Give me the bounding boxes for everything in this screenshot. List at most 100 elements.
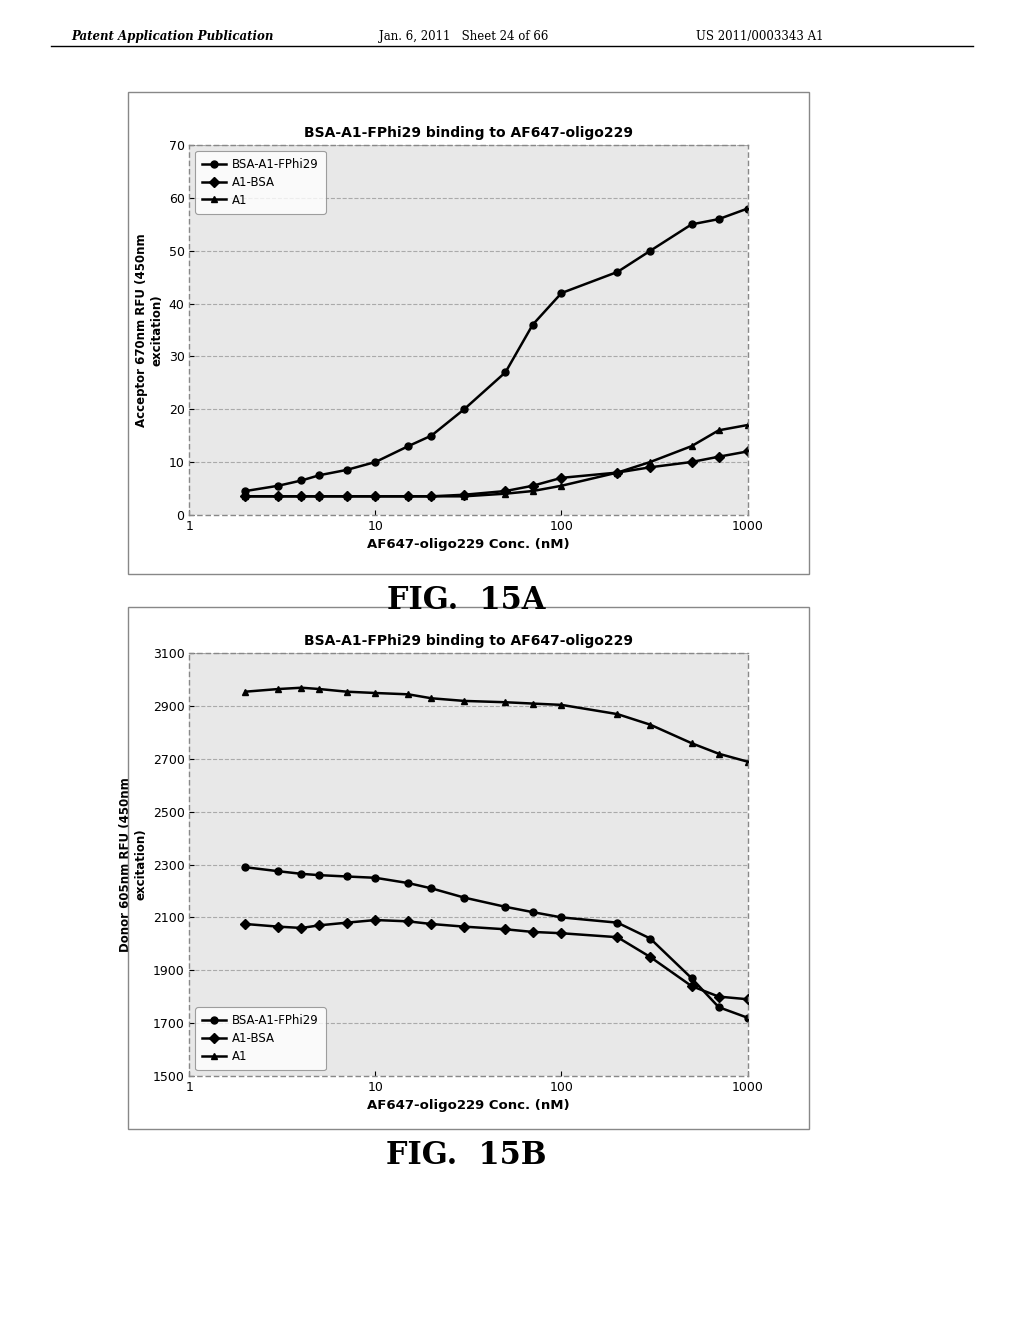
BSA-A1-FPhi29	[713, 999, 725, 1015]
BSA-A1-FPhi29	[644, 243, 656, 259]
A1	[370, 488, 382, 504]
A1-BSA	[611, 929, 624, 945]
BSA-A1-FPhi29	[685, 216, 697, 232]
A1	[458, 693, 470, 709]
A1	[644, 717, 656, 733]
A1-BSA	[644, 459, 656, 475]
BSA-A1-FPhi29	[713, 211, 725, 227]
Line: A1-BSA: A1-BSA	[242, 916, 751, 1003]
A1-BSA	[240, 916, 252, 932]
A1	[313, 488, 326, 504]
A1	[741, 417, 754, 433]
BSA-A1-FPhi29	[555, 909, 567, 925]
A1-BSA	[741, 444, 754, 459]
A1-BSA	[526, 478, 539, 494]
BSA-A1-FPhi29	[272, 863, 285, 879]
A1	[295, 680, 307, 696]
Line: BSA-A1-FPhi29: BSA-A1-FPhi29	[242, 205, 751, 495]
A1-BSA	[425, 916, 437, 932]
Text: US 2011/0003343 A1: US 2011/0003343 A1	[696, 30, 824, 44]
A1	[526, 483, 539, 499]
Text: FIG.  15A: FIG. 15A	[387, 585, 545, 616]
A1	[425, 488, 437, 504]
BSA-A1-FPhi29	[611, 264, 624, 280]
BSA-A1-FPhi29	[402, 438, 415, 454]
A1-BSA	[425, 488, 437, 504]
A1-BSA	[402, 488, 415, 504]
A1	[272, 681, 285, 697]
A1	[295, 488, 307, 504]
BSA-A1-FPhi29	[313, 467, 326, 483]
BSA-A1-FPhi29	[295, 473, 307, 488]
X-axis label: AF647-oligo229 Conc. (nM): AF647-oligo229 Conc. (nM)	[368, 539, 569, 552]
BSA-A1-FPhi29	[526, 317, 539, 333]
A1	[458, 488, 470, 504]
BSA-A1-FPhi29	[500, 364, 512, 380]
Title: BSA-A1-FPhi29 binding to AF647-oligo229: BSA-A1-FPhi29 binding to AF647-oligo229	[304, 125, 633, 140]
Y-axis label: Acceptor 670nm RFU (450nm
excitation): Acceptor 670nm RFU (450nm excitation)	[135, 234, 163, 426]
A1	[713, 422, 725, 438]
Title: BSA-A1-FPhi29 binding to AF647-oligo229: BSA-A1-FPhi29 binding to AF647-oligo229	[304, 634, 633, 648]
A1	[555, 697, 567, 713]
A1	[500, 486, 512, 502]
BSA-A1-FPhi29	[240, 859, 252, 875]
BSA-A1-FPhi29	[611, 915, 624, 931]
BSA-A1-FPhi29	[313, 867, 326, 883]
BSA-A1-FPhi29	[370, 870, 382, 886]
A1-BSA	[341, 488, 353, 504]
A1-BSA	[644, 949, 656, 965]
A1-BSA	[741, 991, 754, 1007]
A1-BSA	[500, 921, 512, 937]
BSA-A1-FPhi29	[295, 866, 307, 882]
Legend: BSA-A1-FPhi29, A1-BSA, A1: BSA-A1-FPhi29, A1-BSA, A1	[196, 150, 326, 214]
A1-BSA	[611, 465, 624, 480]
A1-BSA	[500, 483, 512, 499]
A1	[685, 438, 697, 454]
A1	[555, 478, 567, 494]
A1	[240, 488, 252, 504]
Line: BSA-A1-FPhi29: BSA-A1-FPhi29	[242, 863, 751, 1022]
A1	[611, 465, 624, 480]
BSA-A1-FPhi29	[500, 899, 512, 915]
A1	[370, 685, 382, 701]
BSA-A1-FPhi29	[644, 931, 656, 946]
BSA-A1-FPhi29	[685, 970, 697, 986]
A1-BSA	[370, 488, 382, 504]
Line: A1-BSA: A1-BSA	[242, 447, 751, 500]
A1-BSA	[713, 989, 725, 1005]
A1	[500, 694, 512, 710]
A1-BSA	[341, 915, 353, 931]
Line: A1: A1	[242, 684, 751, 766]
A1-BSA	[370, 912, 382, 928]
A1	[240, 684, 252, 700]
BSA-A1-FPhi29	[341, 462, 353, 478]
BSA-A1-FPhi29	[555, 285, 567, 301]
BSA-A1-FPhi29	[526, 904, 539, 920]
BSA-A1-FPhi29	[425, 880, 437, 896]
BSA-A1-FPhi29	[272, 478, 285, 494]
BSA-A1-FPhi29	[402, 875, 415, 891]
A1-BSA	[526, 924, 539, 940]
A1	[611, 706, 624, 722]
Y-axis label: Donor 605nm RFU (450nm
excitation): Donor 605nm RFU (450nm excitation)	[119, 777, 147, 952]
BSA-A1-FPhi29	[741, 1010, 754, 1026]
Line: A1: A1	[242, 421, 751, 500]
A1-BSA	[272, 488, 285, 504]
BSA-A1-FPhi29	[341, 869, 353, 884]
A1	[425, 690, 437, 706]
BSA-A1-FPhi29	[370, 454, 382, 470]
Text: Patent Application Publication: Patent Application Publication	[72, 30, 274, 44]
BSA-A1-FPhi29	[458, 890, 470, 906]
A1-BSA	[313, 488, 326, 504]
BSA-A1-FPhi29	[425, 428, 437, 444]
BSA-A1-FPhi29	[240, 483, 252, 499]
A1	[741, 754, 754, 770]
A1-BSA	[272, 919, 285, 935]
A1	[685, 735, 697, 751]
A1-BSA	[240, 488, 252, 504]
A1	[272, 488, 285, 504]
BSA-A1-FPhi29	[741, 201, 754, 216]
A1	[341, 488, 353, 504]
A1-BSA	[295, 488, 307, 504]
A1-BSA	[713, 449, 725, 465]
